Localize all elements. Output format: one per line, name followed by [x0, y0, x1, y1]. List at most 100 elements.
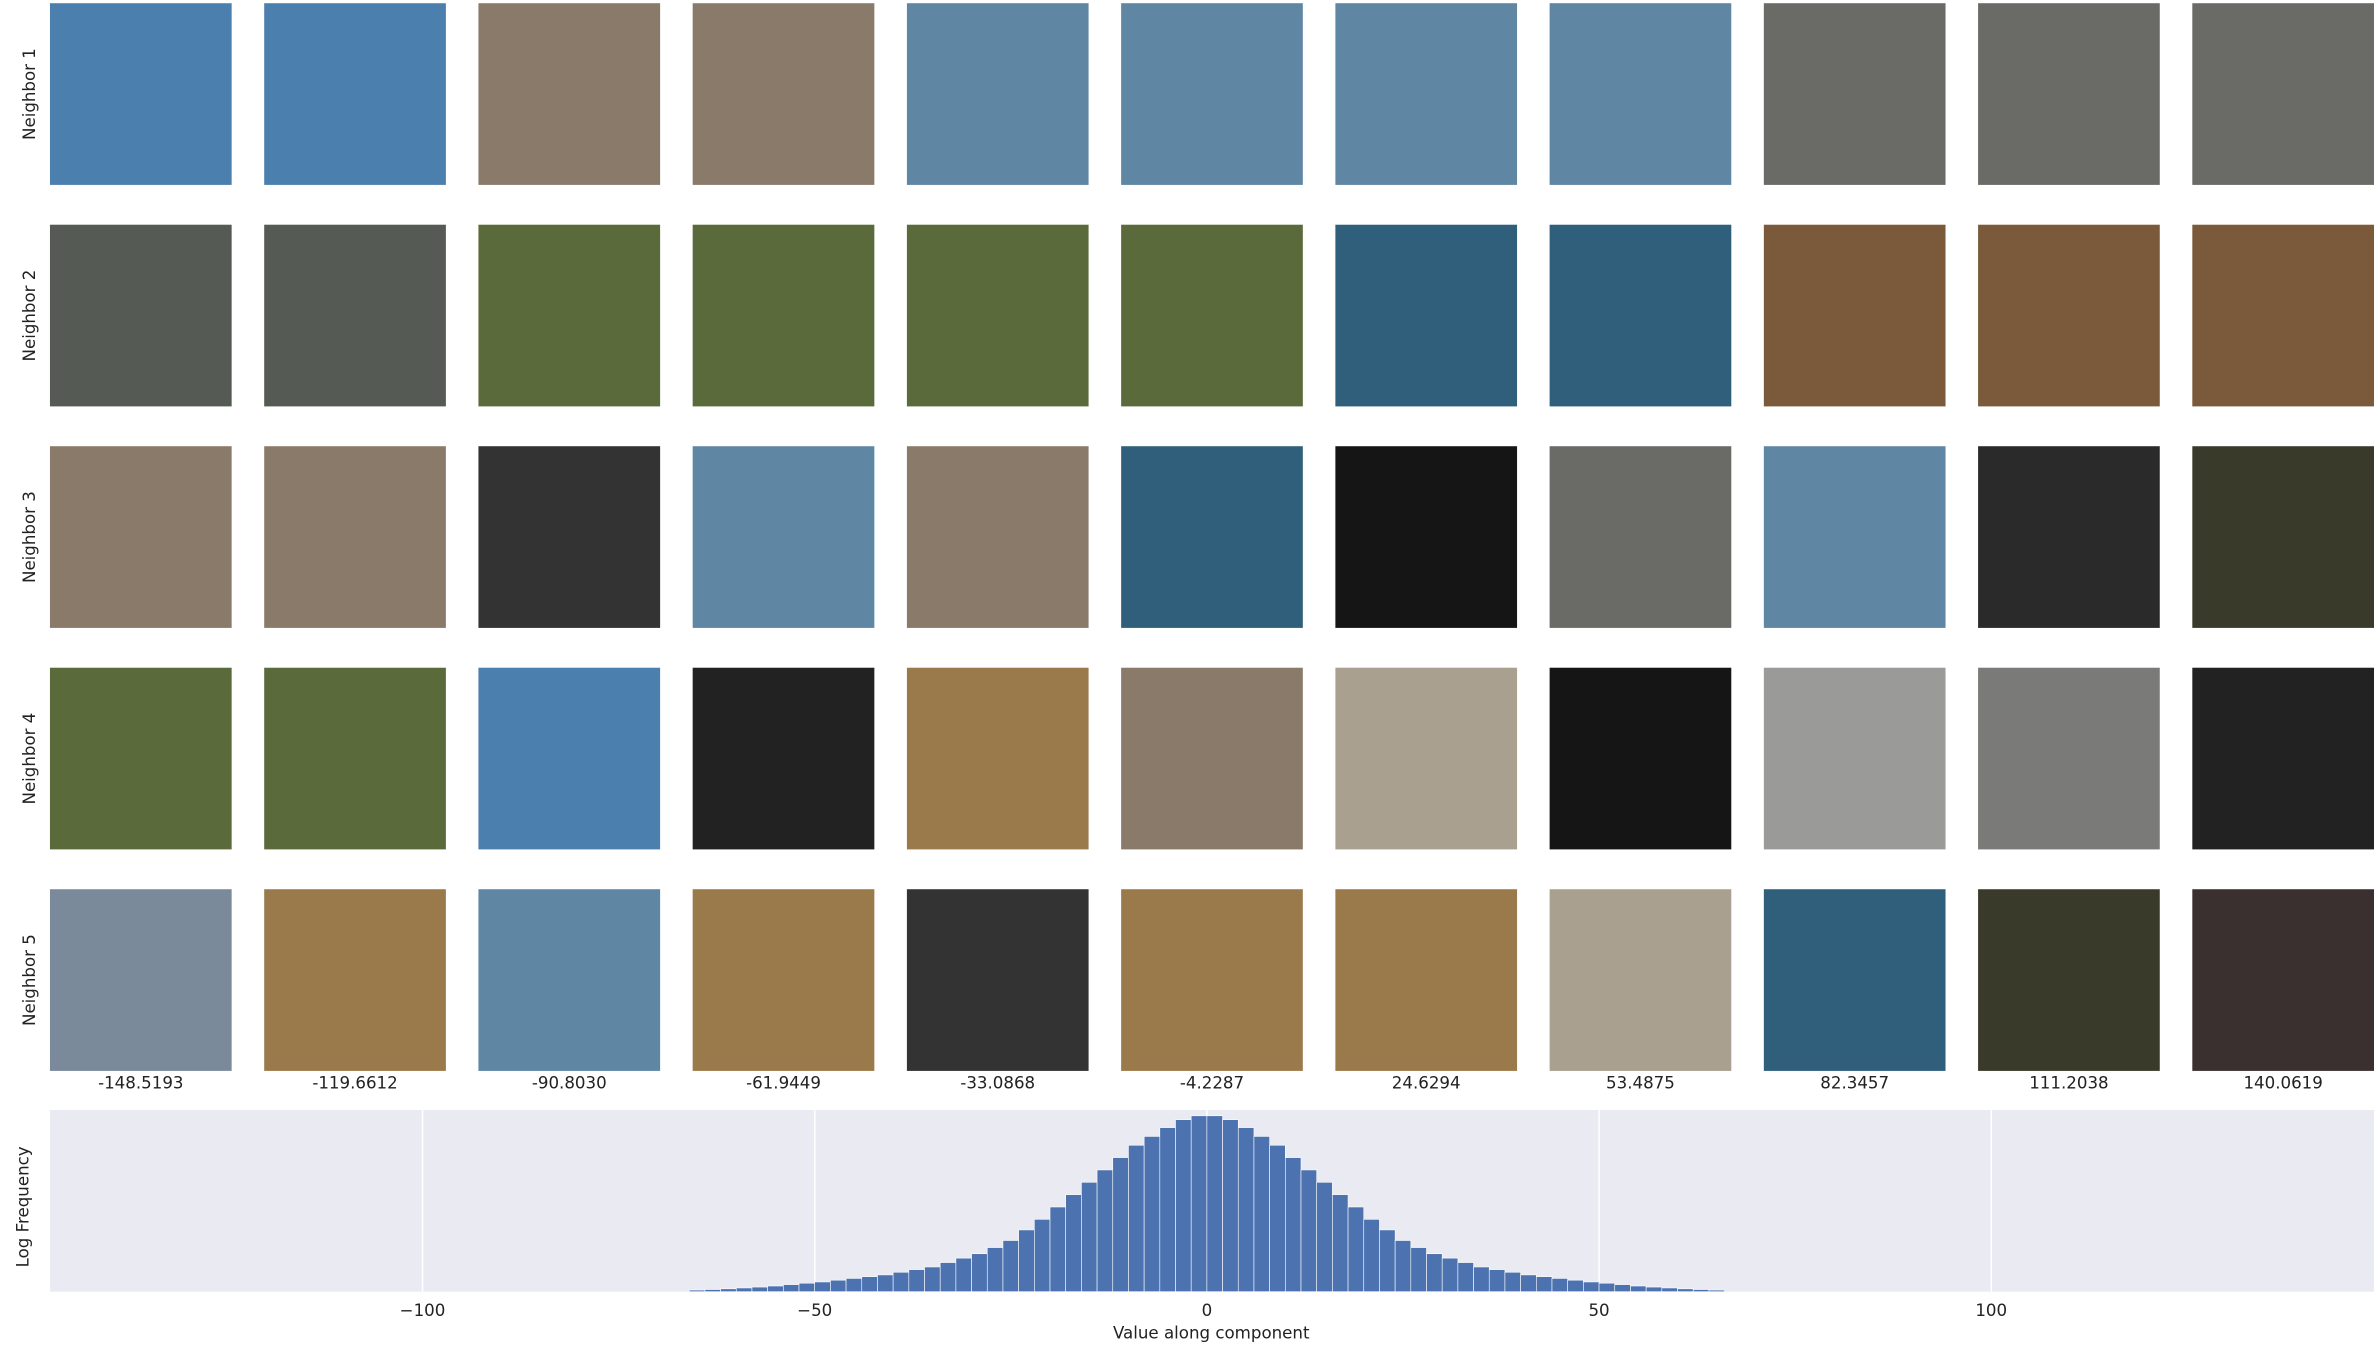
thumbnail: [49, 667, 232, 850]
thumbnail: [692, 889, 875, 1071]
row-label: Neighbor 3: [20, 491, 39, 583]
y-axis-label: Log Frequency: [14, 1146, 33, 1267]
thumbnail: [1763, 3, 1946, 185]
bar: [688, 1289, 706, 1292]
thumbnail: [478, 3, 661, 185]
thumbnail: [1549, 446, 1732, 628]
bar: [1128, 1144, 1145, 1292]
thumbnail: [264, 667, 446, 850]
bar: [1347, 1206, 1365, 1292]
bar: [1457, 1262, 1474, 1292]
bar: [1677, 1288, 1694, 1292]
x-tick-label: −50: [797, 1301, 832, 1320]
bar: [767, 1285, 784, 1292]
thumbnail: [1549, 224, 1732, 407]
thumbnail: [2192, 446, 2374, 628]
thumbnail: [478, 224, 661, 407]
row-label: Neighbor 4: [20, 713, 39, 805]
column-label: 24.6294: [1392, 1074, 1461, 1093]
thumbnail: [2192, 224, 2374, 407]
x-tick-label: 0: [1202, 1301, 1213, 1320]
bar: [1159, 1127, 1176, 1292]
bar: [1363, 1219, 1380, 1292]
bar: [924, 1266, 941, 1292]
row-label: Neighbor 5: [20, 934, 39, 1026]
bar: [1143, 1136, 1161, 1292]
bar: [1300, 1169, 1317, 1292]
bar: [704, 1289, 721, 1292]
thumbnail: [2192, 3, 2374, 185]
thumbnail: [1335, 446, 1518, 628]
bar: [1049, 1206, 1067, 1292]
row-label: Neighbor 2: [20, 270, 39, 362]
thumbnail: [49, 889, 232, 1071]
column-label: 53.4875: [1606, 1074, 1675, 1093]
thumbnail: [264, 446, 446, 628]
thumbnail: [1121, 446, 1303, 628]
thumbnail: [1978, 224, 2160, 407]
thumbnail: [478, 667, 661, 850]
thumbnail: [2192, 889, 2374, 1071]
thumbnail: [1335, 224, 1518, 407]
thumbnail: [49, 3, 232, 185]
bar: [751, 1286, 768, 1292]
column-label: -4.2287: [1180, 1074, 1244, 1093]
thumbnail: [906, 889, 1089, 1071]
thumbnail: [906, 446, 1089, 628]
bar: [1583, 1281, 1600, 1292]
thumbnail: [1763, 224, 1946, 407]
bar: [1269, 1144, 1286, 1292]
bar: [1285, 1157, 1302, 1292]
bar: [1034, 1219, 1051, 1292]
bar: [735, 1287, 753, 1292]
bar: [1081, 1181, 1098, 1292]
thumbnail: [1978, 667, 2160, 850]
bar: [861, 1276, 878, 1292]
bar: [971, 1253, 988, 1292]
thumbnail: [478, 889, 661, 1071]
bar: [1237, 1127, 1255, 1292]
thumbnail: [1978, 889, 2160, 1071]
thumbnail: [264, 889, 446, 1071]
thumbnail: [692, 667, 875, 850]
bar: [1253, 1136, 1270, 1292]
bar: [1598, 1282, 1616, 1292]
column-label: -148.5193: [98, 1074, 183, 1093]
thumbnail: [1121, 224, 1303, 407]
column-label: -61.9449: [746, 1074, 821, 1093]
thumbnail: [1763, 667, 1946, 850]
column-label: 111.2038: [2029, 1074, 2108, 1093]
thumbnail: [906, 667, 1089, 850]
thumbnail: [1549, 667, 1732, 850]
thumbnail: [1121, 667, 1303, 850]
bar: [1661, 1287, 1678, 1292]
column-label: 140.0619: [2243, 1074, 2322, 1093]
thumbnail: [1121, 3, 1303, 185]
bar: [892, 1271, 910, 1292]
thumbnail: [692, 446, 875, 628]
thumbnail: [1549, 3, 1732, 185]
bar: [986, 1247, 1004, 1292]
thumbnail: [1335, 889, 1518, 1071]
thumbnail: [906, 224, 1089, 407]
bar: [1379, 1229, 1396, 1292]
thumbnail: [906, 3, 1089, 185]
bar: [1410, 1247, 1427, 1292]
bar: [1473, 1266, 1490, 1292]
bar: [720, 1288, 737, 1292]
x-tick-label: −100: [400, 1301, 446, 1320]
column-label: -33.0868: [960, 1074, 1035, 1093]
bar: [1441, 1257, 1459, 1292]
bar: [1394, 1240, 1412, 1292]
thumbnail: [1978, 3, 2160, 185]
bar: [1520, 1274, 1537, 1292]
bar: [1692, 1289, 1710, 1292]
bar: [1630, 1285, 1647, 1292]
bar: [798, 1282, 816, 1292]
bar: [1504, 1271, 1521, 1292]
bar: [1096, 1169, 1114, 1292]
bar: [1112, 1157, 1129, 1292]
thumbnail: [1549, 889, 1732, 1071]
bar: [1426, 1253, 1443, 1292]
